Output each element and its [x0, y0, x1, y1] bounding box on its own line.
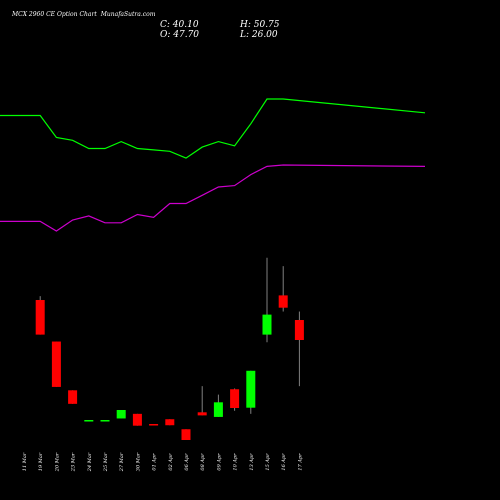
candles [35, 257, 304, 440]
candle [262, 257, 272, 343]
x-tick-label: 17 Apr [297, 453, 303, 471]
x-tick-label: 06 Apr [184, 453, 190, 471]
x-tick-label: 30 Mar [135, 452, 141, 471]
candle [51, 341, 61, 387]
candle-body-up [213, 402, 223, 417]
candle-body-down [149, 424, 159, 426]
candle-body-up [116, 410, 126, 419]
candle-body-down [230, 389, 240, 408]
candle [197, 386, 207, 416]
low-readout: L: 26.00 [239, 30, 278, 40]
chart-title: MCX 2960 CE Option Chart MunafaSutra.com [11, 11, 156, 18]
indicator-line-2 [0, 164, 426, 232]
candle-body-down [197, 412, 207, 416]
candle [294, 311, 304, 387]
x-tick-label: 24 Mar [87, 452, 93, 472]
x-tick-label: 08 Apr [200, 453, 206, 471]
indicator-line-1 [0, 98, 426, 159]
candle [116, 410, 126, 419]
close-readout: C: 40.10 [160, 20, 199, 30]
x-tick-label: 25 Mar [103, 452, 109, 472]
candle [230, 388, 240, 411]
candle [213, 394, 223, 417]
x-axis-ticks: 11 Mar 19 Mar 20 Mar 23 Mar 24 Mar 25 Mar 27 M… [22, 452, 303, 472]
candle-body-down [51, 341, 61, 387]
candle-body-down [68, 390, 78, 404]
candle-body-down [181, 429, 191, 440]
x-tick-label: 10 Apr [233, 453, 239, 471]
candle [278, 266, 288, 312]
x-tick-label: 02 Apr [168, 453, 174, 471]
candle-body-up [262, 314, 272, 335]
indicator-lines [0, 98, 426, 232]
x-tick-label: 13 Apr [249, 453, 255, 471]
chart-title-brand: MunafaSutra.com [100, 11, 156, 18]
candle-body-down [294, 320, 304, 340]
candle-body-down [132, 413, 142, 426]
candle [181, 429, 191, 440]
candle [100, 420, 110, 422]
candle-body-up [246, 370, 256, 408]
x-tick-label: 20 Mar [54, 452, 60, 472]
x-tick-label: 15 Apr [265, 453, 271, 471]
x-tick-label: 23 Mar [71, 452, 77, 472]
candle [246, 370, 256, 414]
x-tick-label: 11 Mar [22, 452, 28, 471]
candle [132, 413, 142, 426]
open-readout: O: 47.70 [160, 30, 199, 40]
candle-body-down [35, 300, 45, 335]
candle [35, 296, 45, 335]
candle [165, 419, 175, 426]
high-readout: H: 50.75 [239, 20, 280, 30]
x-tick-label: 01 Apr [152, 453, 158, 471]
candle-body-down [278, 295, 288, 308]
x-tick-label: 27 Mar [119, 452, 125, 472]
chart-title-main: MCX 2960 CE Option Chart [11, 11, 97, 18]
candle [149, 424, 159, 426]
candle-body-down [165, 419, 175, 426]
candle-body-up [84, 420, 94, 422]
candle [84, 420, 94, 422]
x-tick-label: 19 Mar [38, 452, 44, 471]
x-tick-label: 16 Apr [281, 453, 287, 471]
x-tick-label: 09 Apr [216, 453, 222, 471]
candle [68, 390, 78, 404]
candle-body-up [100, 420, 110, 422]
